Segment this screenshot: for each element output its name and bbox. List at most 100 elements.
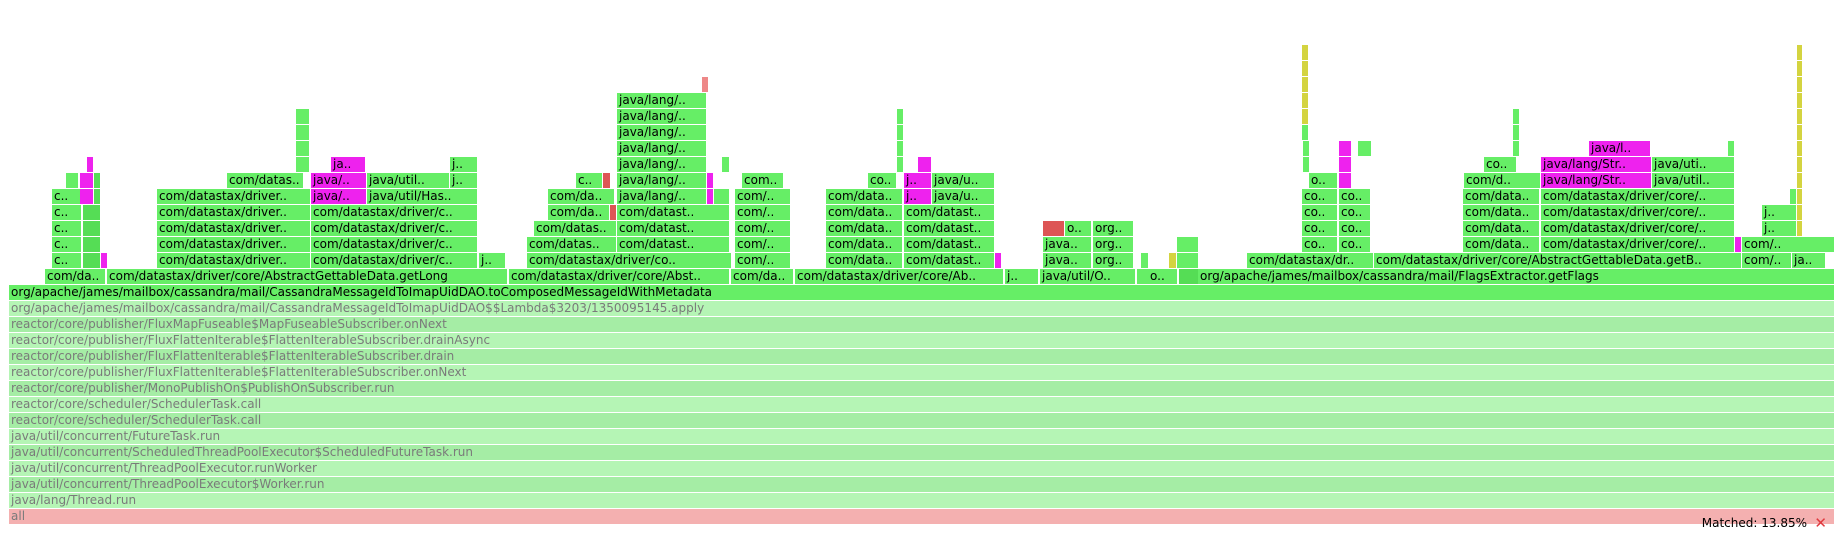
flame-frame[interactable]: java/util/concurrent/ThreadPoolExecutor.…: [9, 461, 1835, 476]
flame-frame[interactable]: com/..: [735, 237, 791, 252]
flame-frame[interactable]: c..: [52, 253, 82, 268]
flame-frame[interactable]: java/lang/..: [617, 173, 707, 188]
flame-frame[interactable]: com/da..: [731, 269, 794, 284]
flame-frame[interactable]: [1302, 93, 1309, 108]
flame-frame[interactable]: co..: [1302, 237, 1338, 252]
flame-frame[interactable]: c..: [52, 189, 82, 204]
flame-frame[interactable]: com..: [742, 173, 784, 188]
flame-frame[interactable]: j..: [450, 173, 478, 188]
flame-frame[interactable]: [1303, 141, 1310, 156]
flame-frame[interactable]: java/l..: [1589, 141, 1651, 156]
flame-frame[interactable]: java/util/O..: [1040, 269, 1136, 284]
flame-frame[interactable]: com/datastax/driver/c..: [311, 237, 478, 252]
flame-frame[interactable]: java/lang/..: [617, 157, 707, 172]
flame-frame[interactable]: java/lang/..: [617, 125, 707, 140]
flame-frame[interactable]: [1339, 157, 1352, 172]
flame-frame[interactable]: [702, 77, 709, 92]
flame-frame[interactable]: com/datastax/driver..: [157, 189, 311, 204]
flame-frame[interactable]: co..: [868, 173, 897, 188]
flame-frame[interactable]: com/datastax/driver..: [157, 221, 311, 236]
flame-frame[interactable]: com/datastax/driver/core/AbstractGettabl…: [1374, 253, 1742, 268]
flame-frame[interactable]: [1513, 125, 1520, 140]
flame-frame[interactable]: [94, 189, 101, 204]
flame-frame[interactable]: j..: [904, 189, 932, 204]
flame-frame[interactable]: com/datastax/driver/c..: [311, 221, 478, 236]
flame-frame[interactable]: [707, 189, 714, 204]
flame-frame[interactable]: reactor/core/publisher/FluxMapFuseable$M…: [9, 317, 1835, 332]
flame-frame[interactable]: [1797, 205, 1803, 220]
flame-frame[interactable]: com/datast..: [904, 221, 995, 236]
flame-frame[interactable]: [1302, 109, 1309, 124]
flame-frame[interactable]: [1303, 157, 1310, 172]
flame-frame[interactable]: [101, 253, 108, 268]
flame-frame[interactable]: java/util/concurrent/FutureTask.run: [9, 429, 1835, 444]
flame-frame[interactable]: co..: [1339, 189, 1371, 204]
flame-frame[interactable]: com/datastax/driver/core/..: [1541, 205, 1735, 220]
flame-frame[interactable]: co..: [1302, 205, 1338, 220]
flame-frame[interactable]: reactor/core/publisher/FluxFlattenIterab…: [9, 365, 1835, 380]
flame-frame[interactable]: [296, 157, 310, 172]
flame-frame[interactable]: com/datastax/driver/co..: [527, 253, 732, 268]
flame-frame[interactable]: [1797, 157, 1803, 172]
flame-frame[interactable]: [83, 237, 101, 252]
flame-frame[interactable]: com/data..: [1463, 189, 1540, 204]
flame-frame[interactable]: [1339, 173, 1352, 188]
flame-frame[interactable]: java/..: [311, 173, 367, 188]
flame-frame[interactable]: [897, 125, 904, 140]
flame-frame[interactable]: [66, 173, 79, 188]
flame-frame[interactable]: [1169, 253, 1177, 268]
flame-frame[interactable]: java/util/concurrent/ThreadPoolExecutor$…: [9, 477, 1835, 492]
flame-frame[interactable]: com/datastax/driver/core/AbstractGettabl…: [107, 269, 508, 284]
flame-frame[interactable]: reactor/core/publisher/MonoPublishOn$Pub…: [9, 381, 1835, 396]
flame-frame[interactable]: java/util/concurrent/ScheduledThreadPool…: [9, 445, 1835, 460]
flame-frame[interactable]: [897, 109, 904, 124]
flame-frame[interactable]: reactor/core/publisher/FluxFlattenIterab…: [9, 349, 1835, 364]
flame-frame[interactable]: java/lang/Str..: [1541, 173, 1652, 188]
flame-frame[interactable]: org..: [1093, 237, 1134, 252]
flame-frame[interactable]: java/lang/Thread.run: [9, 493, 1835, 508]
flame-frame[interactable]: [83, 253, 101, 268]
flame-frame[interactable]: com/da..: [548, 205, 610, 220]
flame-frame[interactable]: java/lang/..: [617, 141, 707, 156]
flame-frame[interactable]: com/datast..: [904, 237, 995, 252]
flame-frame[interactable]: [1797, 77, 1803, 92]
flame-frame[interactable]: com/..: [735, 205, 791, 220]
flame-frame[interactable]: [1513, 109, 1520, 124]
flame-frame[interactable]: [80, 189, 94, 204]
flame-frame[interactable]: com/datast..: [617, 221, 730, 236]
flame-frame[interactable]: java/util/Has..: [367, 189, 478, 204]
flame-frame[interactable]: [87, 157, 94, 172]
flame-frame[interactable]: com/data..: [826, 237, 903, 252]
flame-frame[interactable]: com/datastax/driver/core/Ab..: [795, 269, 1004, 284]
flame-frame[interactable]: j..: [1005, 269, 1039, 284]
flame-frame[interactable]: co..: [1339, 237, 1371, 252]
flame-frame[interactable]: com/datastax/driver..: [157, 253, 311, 268]
flame-frame[interactable]: com/datastax/driver..: [157, 237, 311, 252]
flame-frame[interactable]: java/..: [311, 189, 367, 204]
close-icon[interactable]: ✕: [1814, 514, 1827, 532]
flame-frame[interactable]: [83, 221, 101, 236]
flame-frame[interactable]: ja..: [1792, 253, 1826, 268]
flame-frame[interactable]: [1797, 173, 1803, 188]
flame-frame[interactable]: reactor/core/scheduler/SchedulerTask.cal…: [9, 413, 1835, 428]
flame-frame[interactable]: [603, 173, 611, 188]
flame-frame[interactable]: com/..: [1742, 237, 1835, 252]
flame-frame[interactable]: [1797, 93, 1803, 108]
flame-frame[interactable]: [1043, 221, 1065, 236]
flame-frame[interactable]: java..: [1043, 253, 1092, 268]
flame-frame[interactable]: [722, 157, 730, 172]
flame-frame[interactable]: [1339, 141, 1352, 156]
flame-frame[interactable]: reactor/core/scheduler/SchedulerTask.cal…: [9, 397, 1835, 412]
flame-frame[interactable]: [1179, 269, 1199, 284]
flame-frame[interactable]: java/uti..: [1652, 157, 1735, 172]
flame-frame[interactable]: ja..: [331, 157, 366, 172]
flame-frame[interactable]: [1797, 45, 1803, 60]
flame-frame[interactable]: com/datastax/driver/core/Abst..: [509, 269, 730, 284]
flame-frame[interactable]: com/da..: [548, 189, 615, 204]
flame-frame[interactable]: [918, 157, 932, 172]
flame-frame[interactable]: com/datast..: [904, 253, 995, 268]
flame-frame[interactable]: co..: [1302, 189, 1338, 204]
flame-frame[interactable]: [83, 205, 101, 220]
flame-frame[interactable]: com/data..: [826, 205, 903, 220]
flame-frame[interactable]: [1358, 141, 1372, 156]
